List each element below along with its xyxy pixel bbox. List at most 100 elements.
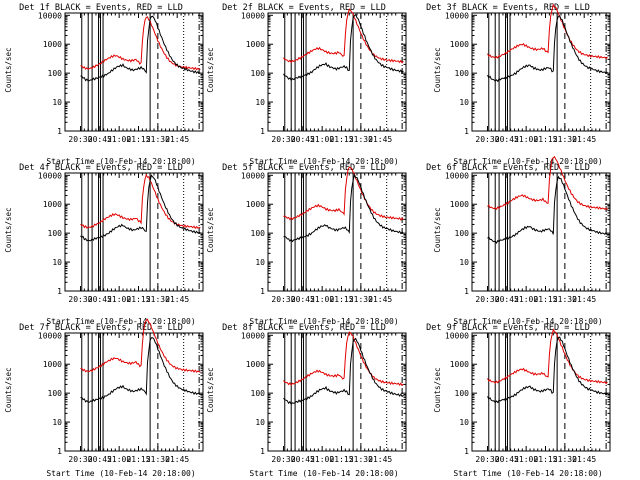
lld-series-line — [283, 166, 404, 221]
x-tick-label: 21:30 — [553, 135, 577, 144]
x-tick-label: 21:00 — [107, 295, 131, 304]
y-tick-label: 10000 — [38, 331, 62, 340]
y-tick-label: 100 — [251, 389, 266, 398]
x-tick-label: 20:30 — [271, 455, 295, 464]
panel-8-xlabel: Start Time (10-Feb-14 20:18:00) — [249, 469, 398, 478]
events-series-line — [80, 15, 201, 82]
lld-series-line — [487, 328, 608, 385]
panel-det-5: Det 5f BLACK = Events, RED = LLD Start T… — [206, 163, 399, 326]
y-tick-label: 1 — [57, 447, 62, 456]
panel-det-8: Det 8f BLACK = Events, RED = LLD Start T… — [206, 323, 399, 478]
panel-5-plot: 1 10 100 1000 10000 20:3020:4521:0021:1521:30… — [241, 166, 407, 304]
events-series-line — [487, 15, 608, 83]
y-tick-label: 1 — [464, 447, 469, 456]
x-tick-label: 20:30 — [475, 455, 499, 464]
x-tick-label: 21:30 — [553, 455, 577, 464]
panel-5-xlabel: Start Time (10-Feb-14 20:18:00) — [249, 317, 398, 326]
y-tick-label: 10 — [52, 418, 62, 427]
y-tick-label: 10 — [255, 418, 265, 427]
y-tick-label: 10 — [255, 98, 265, 107]
y-tick-label: 1 — [260, 127, 265, 136]
y-tick-label: 10000 — [445, 331, 469, 340]
x-tick-label: 20:45 — [291, 135, 315, 144]
x-tick-label: 20:30 — [475, 295, 499, 304]
x-tick-label: 21:45 — [572, 135, 596, 144]
x-tick-label: 20:45 — [495, 135, 519, 144]
lld-series-line — [283, 331, 404, 387]
lld-series-line — [487, 155, 608, 211]
y-tick-label: 1 — [57, 287, 62, 296]
y-tick-label: 100 — [48, 389, 63, 398]
x-tick-label: 21:45 — [368, 455, 392, 464]
panel-3-ylabel: Counts/sec — [433, 47, 442, 92]
y-tick-label: 1000 — [43, 360, 62, 369]
x-tick-label: 21:15 — [126, 135, 150, 144]
x-tick-label: 21:00 — [107, 455, 131, 464]
x-tick-label: 21:00 — [514, 295, 538, 304]
panel-9-ylabel: Counts/sec — [433, 367, 442, 412]
y-tick-label: 10000 — [445, 171, 469, 180]
y-tick-label: 1000 — [246, 200, 265, 209]
panel-9-axes-frame — [471, 332, 611, 452]
y-tick-label: 1 — [260, 447, 265, 456]
x-tick-label: 20:45 — [88, 295, 112, 304]
y-tick-label: 1000 — [450, 40, 469, 49]
x-tick-label: 21:00 — [310, 455, 334, 464]
panel-3-xlabel: Start Time (10-Feb-14 20:18:00) — [453, 157, 602, 166]
panel-1-ylabel: Counts/sec — [4, 47, 13, 92]
panel-8-title: Det 8f BLACK = Events, RED = LLD — [222, 323, 386, 333]
events-series-line — [283, 173, 404, 243]
x-tick-label: 21:45 — [165, 135, 189, 144]
lld-series-line — [80, 173, 201, 230]
events-series-line — [80, 337, 201, 403]
y-tick-label: 10000 — [241, 171, 265, 180]
x-tick-label: 21:45 — [368, 135, 392, 144]
panel-2-ylabel: Counts/sec — [206, 47, 215, 92]
panel-9-plot: 1 10 100 1000 10000 20:3020:4521:0021:1521:30… — [445, 328, 611, 464]
panel-3-axes-frame — [471, 12, 611, 132]
y-tick-label: 1000 — [450, 200, 469, 209]
events-series-line — [80, 174, 201, 242]
x-tick-label: 21:45 — [572, 455, 596, 464]
panel-9-title: Det 9f BLACK = Events, RED = LLD — [426, 323, 590, 333]
x-tick-label: 21:00 — [514, 455, 538, 464]
panel-det-2: Det 2f BLACK = Events, RED = LLD Start T… — [206, 3, 399, 166]
panel-det-6: Det 6f BLACK = Events, RED = LLD Start T… — [426, 163, 603, 326]
x-tick-label: 21:15 — [533, 455, 557, 464]
panel-5-title: Det 5f BLACK = Events, RED = LLD — [222, 163, 386, 173]
y-tick-label: 10000 — [445, 11, 469, 20]
panel-4-title: Det 4f BLACK = Events, RED = LLD — [19, 163, 183, 173]
panel-8-axes-frame — [267, 332, 407, 452]
panel-7-ylabel: Counts/sec — [4, 367, 13, 412]
panel-7-plot: 1 10 100 1000 10000 20:3020:4521:0021:1521:30… — [38, 318, 204, 464]
x-tick-label: 21:30 — [146, 455, 170, 464]
y-tick-label: 1 — [260, 287, 265, 296]
y-tick-label: 10 — [255, 258, 265, 267]
panel-1-axes-frame — [64, 12, 204, 132]
panel-4-ylabel: Counts/sec — [4, 207, 13, 252]
x-tick-label: 21:30 — [349, 135, 373, 144]
panel-9-xlabel: Start Time (10-Feb-14 20:18:00) — [453, 469, 602, 478]
panel-3-plot: 1 10 100 1000 10000 20:3020:4521:0021:1521:30… — [445, 3, 611, 144]
y-tick-label: 10 — [459, 258, 469, 267]
x-tick-label: 21:45 — [368, 295, 392, 304]
panel-2-xlabel: Start Time (10-Feb-14 20:18:00) — [249, 157, 398, 166]
y-tick-label: 100 — [251, 69, 266, 78]
panel-7-title: Det 7f BLACK = Events, RED = LLD — [19, 323, 183, 333]
y-tick-label: 1 — [57, 127, 62, 136]
panel-5-ylabel: Counts/sec — [206, 207, 215, 252]
x-tick-label: 20:30 — [68, 455, 92, 464]
y-tick-label: 1000 — [43, 200, 62, 209]
y-tick-label: 10000 — [241, 11, 265, 20]
panel-6-axes-frame — [471, 172, 611, 292]
y-tick-label: 100 — [48, 229, 63, 238]
panel-det-7: Det 7f BLACK = Events, RED = LLD Start T… — [4, 323, 196, 478]
events-series-line — [283, 337, 404, 406]
y-tick-label: 1000 — [246, 360, 265, 369]
y-tick-label: 1 — [464, 287, 469, 296]
panel-6-xlabel: Start Time (10-Feb-14 20:18:00) — [453, 317, 602, 326]
x-tick-label: 21:15 — [533, 135, 557, 144]
y-tick-label: 10000 — [38, 171, 62, 180]
y-tick-label: 10 — [52, 258, 62, 267]
